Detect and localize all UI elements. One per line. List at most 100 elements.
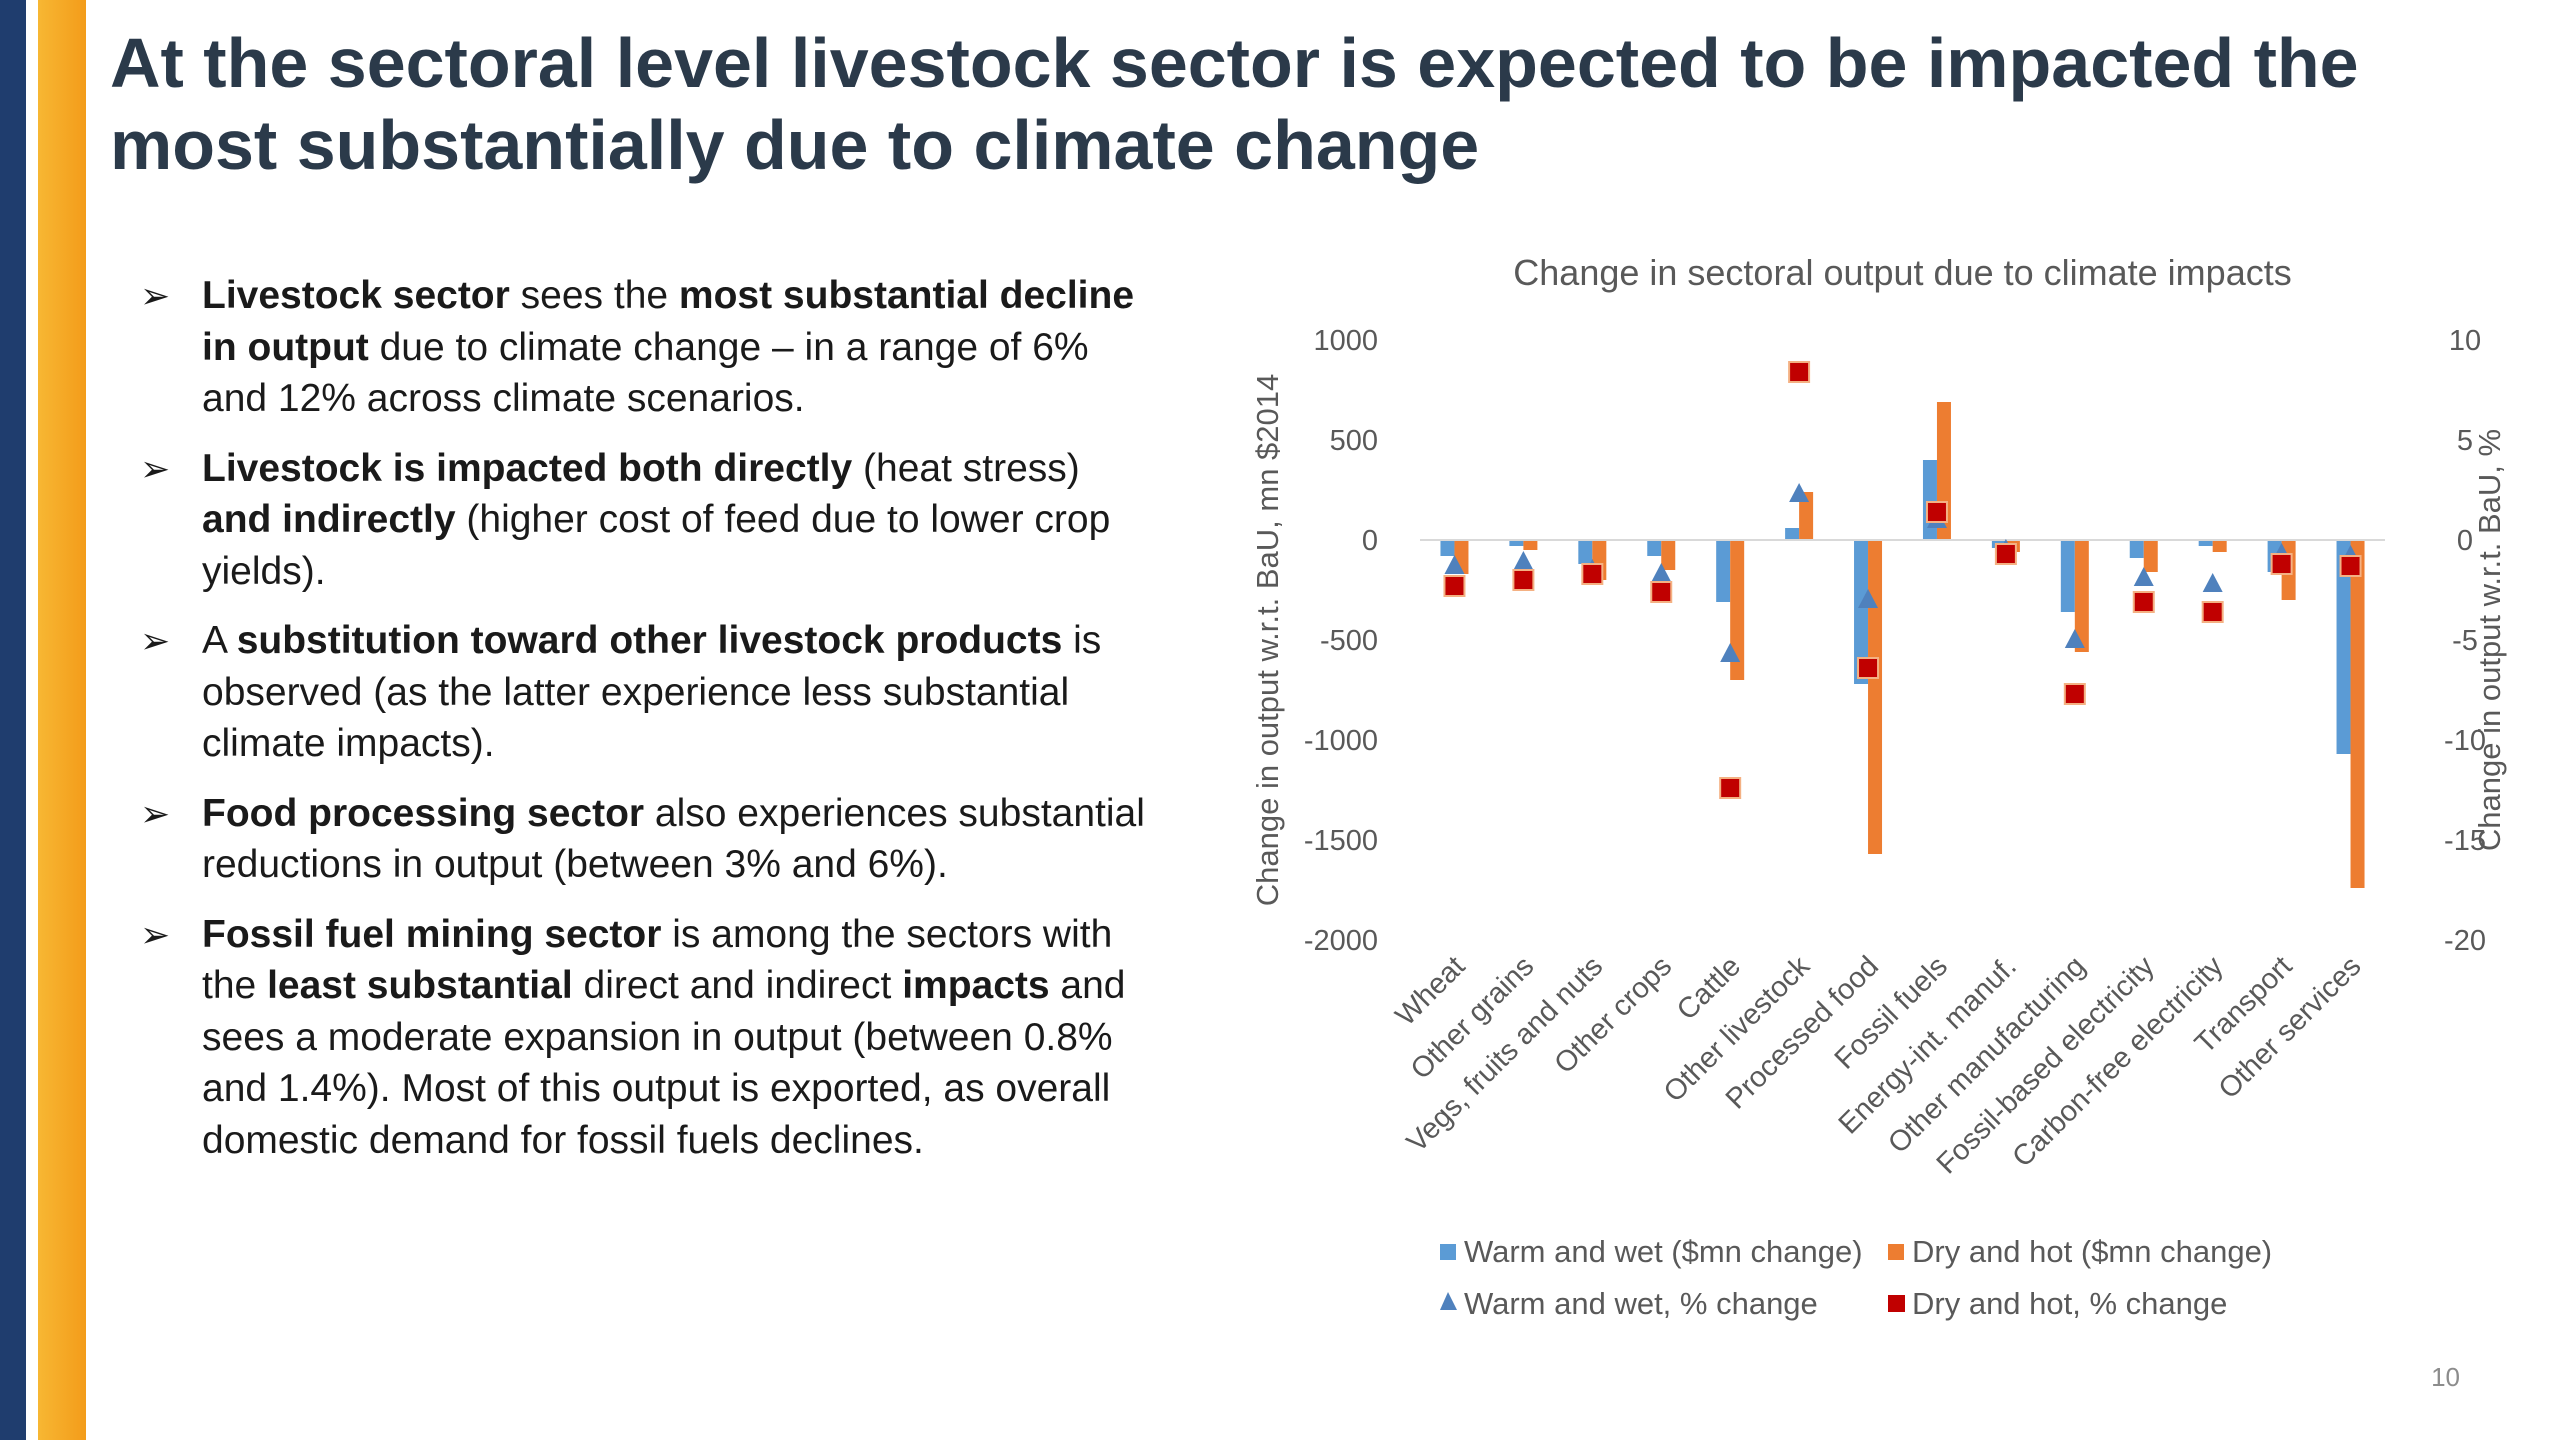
y2-tick-label: -20 <box>2444 925 2486 957</box>
bullet-text-bold: Food processing sector <box>202 791 645 835</box>
point-dry-hot-pct <box>1925 501 1948 523</box>
legend-label: Dry and hot ($mn change) <box>1912 1234 2272 1269</box>
point-dry-hot-pct <box>2339 555 2362 577</box>
point-dry-hot-pct <box>2063 683 2086 705</box>
y2-tick-label: 0 <box>2457 525 2473 557</box>
y-tick-label: -1000 <box>1304 725 1378 757</box>
bar-dry-hot <box>2350 540 2365 888</box>
slide-title: At the sectoral level livestock sector i… <box>110 24 2359 184</box>
legend-swatch-triangle <box>1440 1292 1457 1310</box>
bullet-item: ➢ Livestock is impacted both directly (he… <box>140 443 1150 598</box>
point-warm-wet-pct <box>2133 567 2154 586</box>
bullet-item: ➢ Fossil fuel mining sector is among the … <box>140 909 1150 1167</box>
bullet-text-bold: impacts <box>902 964 1050 1007</box>
arrow-bullet-icon: ➢ <box>140 447 171 489</box>
bar-warm-wet <box>1854 540 1869 684</box>
left-accent-navy <box>0 0 26 1440</box>
sectoral-output-chart: Change in sectoral output due to climate… <box>1250 252 2507 1321</box>
bullet-text-bold: least substantial <box>267 964 573 1007</box>
bullet-text-bold: most substantial decline in output <box>202 274 1135 369</box>
bullet-list: ➢ Livestock sector sees the most substant… <box>140 270 1150 1184</box>
bullet-text: A <box>202 619 237 662</box>
bullet-text-bold: substitution toward other livestock prod… <box>236 619 1063 662</box>
bar-dry-hot <box>1799 492 1814 540</box>
bar-warm-wet <box>1578 540 1593 564</box>
arrow-bullet-icon: ➢ <box>140 620 171 661</box>
bar-dry-hot <box>2212 540 2227 552</box>
legend-swatch-bar <box>1440 1244 1456 1260</box>
bar-warm-wet <box>1440 540 1455 556</box>
arrow-bullet-icon: ➢ <box>140 275 171 316</box>
point-dry-hot-pct <box>2201 601 2224 623</box>
point-dry-hot-pct <box>1581 563 1604 585</box>
bar-dry-hot <box>1661 540 1676 570</box>
point-dry-hot-pct <box>2132 591 2155 613</box>
point-dry-hot-pct <box>1650 581 1673 603</box>
legend-swatch-square <box>1888 1295 1905 1312</box>
bullet-item: ➢ Livestock sector sees the most substant… <box>140 270 1150 425</box>
y2-tick-label: -5 <box>2452 625 2478 657</box>
y2-axis-title: Change in output w.r.t. BaU, % <box>2472 429 2507 851</box>
y2-tick-label: 10 <box>2449 325 2481 357</box>
bullet-text: sees the <box>509 274 679 317</box>
bar-warm-wet <box>1785 528 1800 540</box>
bullet-item: ➢ A substitution toward other livestock p… <box>140 615 1150 770</box>
y2-tick-label: -10 <box>2444 725 2486 757</box>
y-axis-title: Change in output w.r.t. BaU, mn $2014 <box>1250 374 1285 907</box>
bar-warm-wet <box>1716 540 1731 602</box>
chart-title: Change in sectoral output due to climate… <box>1513 252 2291 293</box>
bar-dry-hot <box>2074 540 2089 652</box>
y-tick-label: 0 <box>1362 525 1378 557</box>
point-dry-hot-pct <box>1443 575 1466 597</box>
point-warm-wet-pct <box>2064 629 2085 648</box>
point-warm-wet-pct <box>1444 555 1465 574</box>
point-warm-wet-pct <box>1513 551 1534 570</box>
point-dry-hot-pct <box>1719 777 1742 799</box>
arrow-bullet-icon: ➢ <box>140 913 171 955</box>
point-warm-wet-pct <box>2202 573 2223 592</box>
arrow-bullet-icon: ➢ <box>140 792 171 834</box>
bar-dry-hot <box>1868 540 1883 854</box>
bar-warm-wet <box>2129 540 2144 558</box>
legend-label: Dry and hot, % change <box>1912 1286 2227 1321</box>
y2-tick-label: -15 <box>2444 825 2486 857</box>
bullet-text-bold: Fossil fuel mining sector <box>202 912 662 956</box>
bullet-text: also experiences substantial reductions … <box>202 791 1145 887</box>
bullet-text: and sees a moderate expansion in output … <box>202 964 1126 1162</box>
y-tick-label: -2000 <box>1304 925 1378 957</box>
legend-label: Warm and wet, % change <box>1464 1286 1818 1321</box>
point-warm-wet-pct <box>1789 483 1810 502</box>
legend-label: Warm and wet ($mn change) <box>1464 1234 1863 1269</box>
bullet-text-bold: Livestock sector <box>202 274 510 317</box>
legend-swatch-bar <box>1888 1244 1904 1260</box>
point-warm-wet-pct <box>1720 643 1741 662</box>
point-dry-hot-pct <box>1857 657 1880 679</box>
bullet-text-bold: and indirectly <box>202 498 456 541</box>
bullet-text: (higher cost of feed due to lower crop y… <box>202 498 1111 593</box>
y-tick-label: 1000 <box>1313 325 1378 357</box>
bar-warm-wet <box>1509 540 1524 546</box>
bullet-text: (heat stress) <box>852 446 1080 490</box>
y2-tick-label: 5 <box>2457 425 2473 457</box>
left-accent-orange <box>38 0 86 1440</box>
y-tick-label: -1500 <box>1304 825 1378 857</box>
y-tick-label: -500 <box>1320 625 1378 657</box>
bar-dry-hot <box>1523 540 1538 550</box>
y-tick-label: 500 <box>1330 425 1378 457</box>
bullet-text: direct and indirect <box>572 964 903 1007</box>
bar-warm-wet <box>2198 540 2213 546</box>
point-dry-hot-pct <box>2270 553 2293 575</box>
bar-warm-wet <box>2060 540 2075 612</box>
page-number: 10 <box>2431 1362 2460 1392</box>
bar-dry-hot <box>2143 540 2158 572</box>
bullet-text: is among the sectors with the <box>202 912 1113 1008</box>
point-dry-hot-pct <box>1994 543 2017 565</box>
bar-warm-wet <box>1647 540 1662 556</box>
bullet-item: ➢ Food processing sector also experiences… <box>140 788 1150 891</box>
bar-dry-hot <box>1730 540 1745 680</box>
bar-warm-wet <box>2336 540 2351 754</box>
point-warm-wet-pct <box>1651 563 1672 582</box>
point-dry-hot-pct <box>1788 361 1811 383</box>
bullet-text-bold: Livestock is impacted both directly <box>202 446 853 490</box>
bullet-text: due to climate change – in a range of 6%… <box>202 325 1089 421</box>
